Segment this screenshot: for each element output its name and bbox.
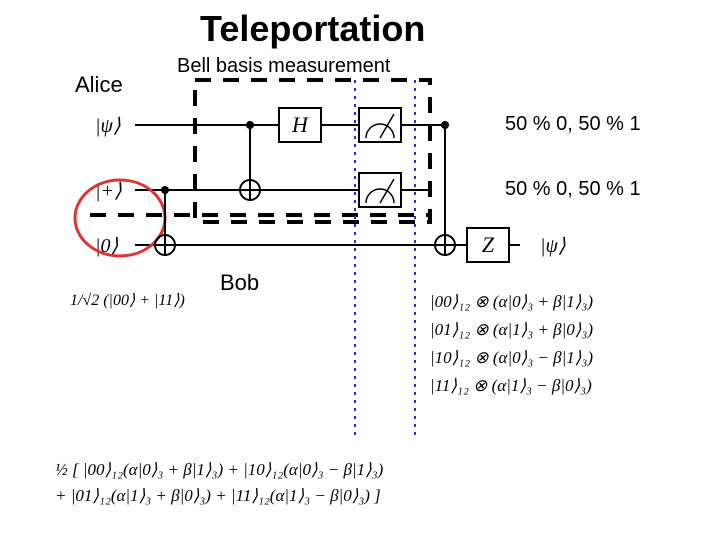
measurement-gate-2 xyxy=(359,173,401,207)
cnot-gate-bell xyxy=(240,121,260,200)
bell-prep-highlight xyxy=(75,180,165,256)
circuit-diagram: H Z xyxy=(0,0,720,540)
hadamard-gate: H xyxy=(279,108,321,142)
measurement-gate-1 xyxy=(359,108,401,142)
z-gate: Z xyxy=(467,228,509,262)
svg-text:H: H xyxy=(291,112,309,137)
controlled-correction xyxy=(430,121,455,255)
svg-text:Z: Z xyxy=(482,232,495,257)
